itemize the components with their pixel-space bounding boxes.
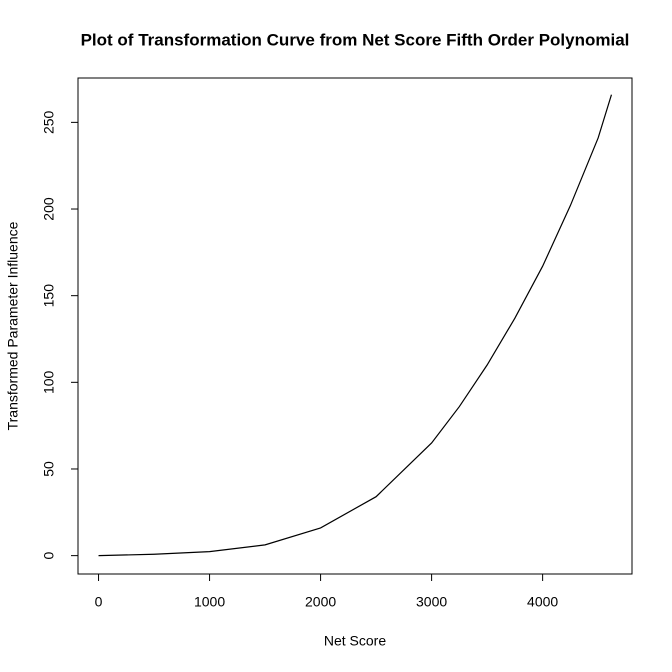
data-line xyxy=(98,94,613,557)
y-tick-label: 100 xyxy=(41,370,57,394)
y-tick-label: 200 xyxy=(41,197,57,221)
y-tick-label: 150 xyxy=(41,284,57,308)
y-tick-label: 250 xyxy=(41,110,57,134)
x-axis-label: Net Score xyxy=(324,633,386,649)
x-tick-label: 3000 xyxy=(416,594,447,610)
y-axis-label: Transformed Parameter Influence xyxy=(5,221,21,430)
x-tick-label: 1000 xyxy=(194,594,225,610)
x-tick-label: 4000 xyxy=(527,594,558,610)
plot-frame xyxy=(77,77,633,575)
y-tick-label: 50 xyxy=(41,461,57,477)
x-tick-label: 0 xyxy=(95,594,103,610)
y-tick-label: 0 xyxy=(41,552,57,560)
chart-title: Plot of Transformation Curve from Net Sc… xyxy=(81,30,630,49)
x-tick-label: 2000 xyxy=(305,594,336,610)
